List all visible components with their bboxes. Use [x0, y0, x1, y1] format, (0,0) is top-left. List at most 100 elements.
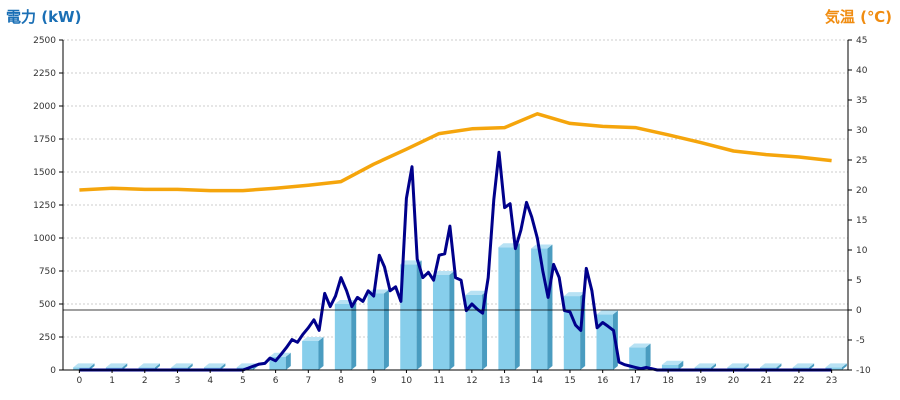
- power-bar: [563, 296, 581, 370]
- left-tick-label: 1500: [33, 168, 56, 178]
- right-tick-label: 0: [856, 306, 862, 316]
- power-bar-top: [792, 363, 815, 368]
- left-tick-label: 2000: [33, 102, 56, 112]
- left-tick-label: 1000: [33, 234, 56, 244]
- x-tick-label: 4: [207, 376, 213, 386]
- power-bar-side: [154, 363, 160, 370]
- power-bar-top: [825, 363, 847, 368]
- power-bar-side: [318, 336, 324, 370]
- x-tick-label: 11: [433, 376, 444, 386]
- power-bar-side: [220, 363, 226, 370]
- left-axis-title: 電力 (kW): [6, 8, 82, 26]
- right-tick-label: 45: [856, 36, 867, 46]
- power-bar-side: [187, 363, 193, 370]
- left-tick-label: 2250: [33, 69, 56, 79]
- right-tick-label: 30: [856, 126, 868, 136]
- power-bar-top: [465, 290, 488, 295]
- x-tick-label: 2: [142, 376, 148, 386]
- power-bar: [629, 347, 646, 370]
- right-tick-label: -10: [856, 366, 871, 376]
- power-bars: [73, 243, 847, 370]
- right-tick-label: 10: [856, 246, 868, 256]
- left-tick-label: 750: [39, 267, 56, 277]
- x-tick-label: 5: [240, 376, 246, 386]
- power-bar-side: [743, 363, 749, 370]
- power-bar-side: [89, 363, 95, 370]
- right-tick-label: -5: [856, 336, 865, 346]
- power-bar-top: [400, 260, 422, 265]
- power-bar-side: [809, 363, 815, 370]
- x-tick-label: 8: [338, 376, 344, 386]
- left-tick-label: 1250: [33, 201, 56, 211]
- power-bar: [498, 247, 515, 370]
- power-bar-top: [661, 360, 684, 365]
- x-tick-label: 6: [273, 376, 279, 386]
- left-tick-label: 500: [39, 300, 56, 310]
- power-bar-side: [122, 363, 128, 370]
- x-tick-label: 15: [564, 376, 575, 386]
- axes: [59, 39, 852, 373]
- power-bar: [334, 304, 352, 370]
- power-bar-top: [531, 244, 553, 249]
- right-axis-title: 気温 (℃): [824, 8, 892, 26]
- x-tick-label: 10: [401, 376, 413, 386]
- power-bar-top: [73, 363, 95, 368]
- power-bar-side: [710, 363, 716, 370]
- power-bar-top: [596, 310, 618, 315]
- x-tick-label: 0: [76, 376, 82, 386]
- x-tick-label: 16: [597, 376, 609, 386]
- power-bar-side: [383, 289, 389, 370]
- power-bar: [531, 248, 548, 370]
- power-bar-side: [514, 243, 520, 370]
- x-tick-label: 9: [371, 376, 377, 386]
- x-tick-label: 17: [630, 376, 641, 386]
- x-tick-label: 20: [728, 376, 740, 386]
- tick-labels: 02505007501000125015001750200022502500-1…: [33, 36, 871, 386]
- x-tick-label: 12: [466, 376, 477, 386]
- left-tick-label: 250: [39, 333, 56, 343]
- series-lines: [79, 112, 832, 372]
- right-tick-label: 40: [856, 66, 868, 76]
- left-tick-label: 1750: [33, 135, 56, 145]
- power-bar-side: [678, 360, 684, 370]
- temperature-line: [79, 112, 832, 193]
- power-bar-side: [416, 260, 422, 370]
- power-bar-top: [171, 363, 193, 368]
- power-bar-top: [760, 363, 782, 368]
- x-tick-label: 14: [532, 376, 544, 386]
- power-bar-side: [776, 363, 782, 370]
- x-tick-label: 13: [499, 376, 510, 386]
- power-bar: [432, 274, 450, 370]
- left-tick-label: 2500: [33, 36, 56, 46]
- power-bar: [400, 264, 417, 370]
- power-bar-top: [727, 363, 749, 368]
- power-bar-top: [138, 363, 160, 368]
- x-tick-label: 18: [662, 376, 674, 386]
- power-bar-top: [302, 336, 324, 341]
- power-bar-top: [629, 343, 651, 348]
- x-tick-label: 19: [695, 376, 707, 386]
- right-tick-label: 35: [856, 96, 867, 106]
- power-bar-side: [285, 352, 291, 370]
- power-bar: [302, 340, 319, 370]
- x-tick-label: 23: [826, 376, 837, 386]
- right-tick-label: 5: [856, 276, 862, 286]
- power-bar-top: [563, 292, 586, 297]
- power-bar: [825, 367, 842, 370]
- power-bar-side: [841, 363, 847, 370]
- left-tick-label: 0: [50, 366, 56, 376]
- x-tick-label: 7: [305, 376, 311, 386]
- x-tick-label: 21: [761, 376, 772, 386]
- power-bar: [661, 364, 679, 370]
- power-line: [79, 150, 832, 372]
- power-bar-side: [449, 270, 455, 370]
- power-bar-top: [694, 363, 716, 368]
- power-bar-top: [432, 270, 455, 275]
- right-tick-label: 25: [856, 156, 867, 166]
- right-tick-label: 20: [856, 186, 868, 196]
- power-bar: [465, 294, 483, 370]
- right-tick-label: 15: [856, 216, 867, 226]
- power-bar-side: [351, 300, 357, 370]
- power-bar-side: [547, 244, 553, 370]
